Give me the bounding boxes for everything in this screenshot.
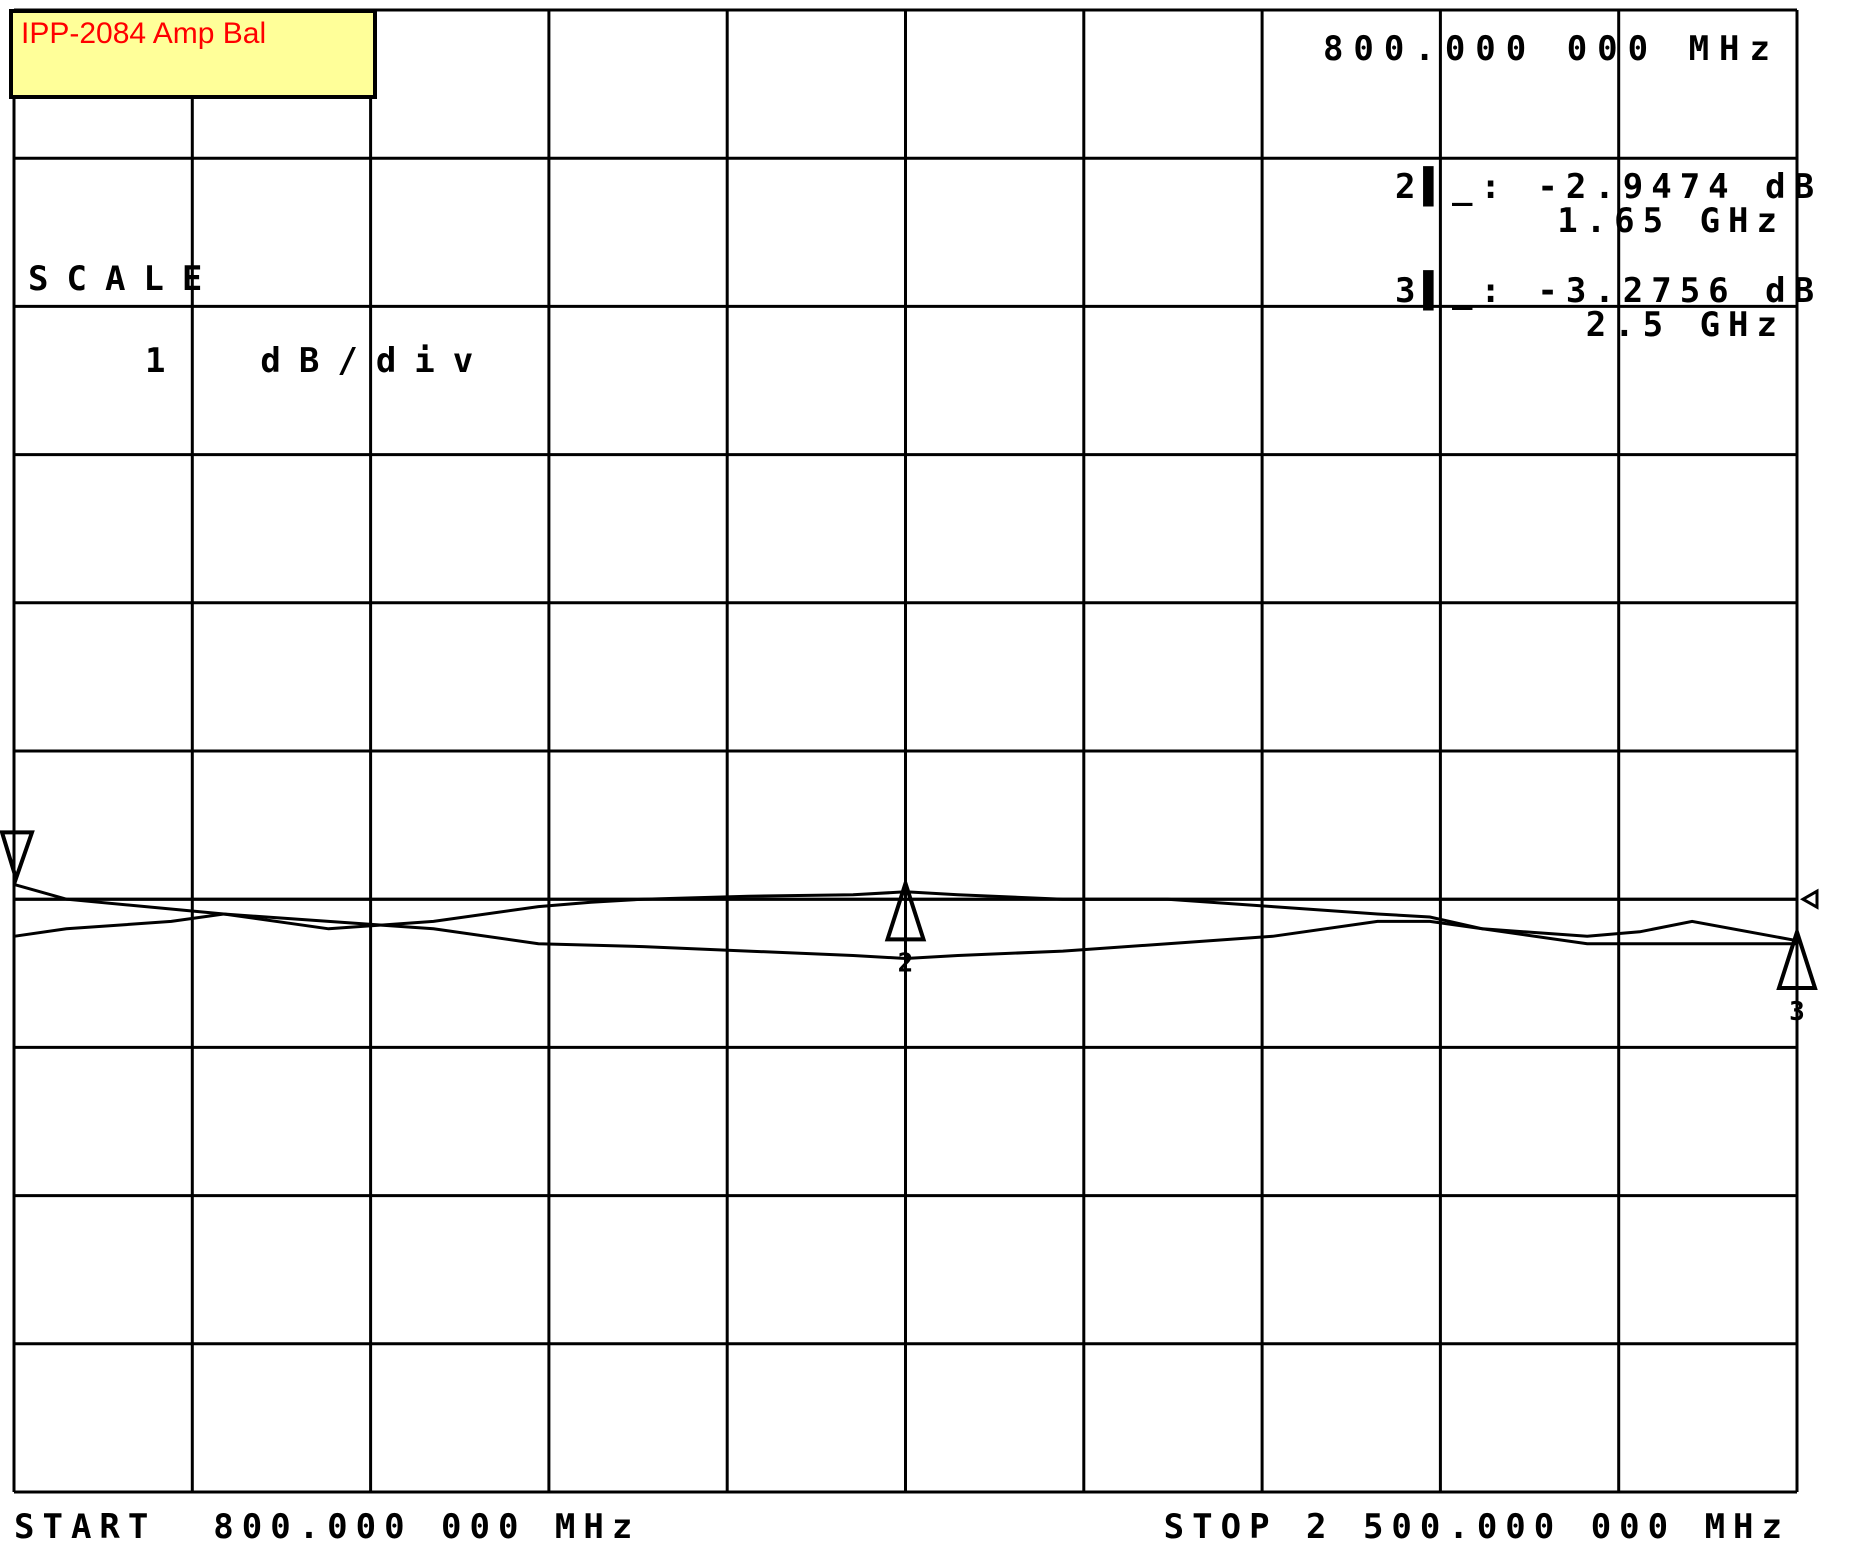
chart-title: IPP-2084 Amp Bal	[21, 17, 267, 50]
scale-value: 1 dB/div	[145, 341, 491, 381]
marker-3-number: 3	[1789, 997, 1805, 1027]
header-frequency: 800.000 000 MHz	[1323, 29, 1780, 69]
start-marker-triangle	[0, 830, 35, 885]
start-frequency-label: START 800.000 000 MHz	[14, 1507, 640, 1547]
marker-3-triangle	[1776, 925, 1818, 991]
trace-group	[13, 882, 1798, 961]
marker-3-readout: 3▌_: -3.2756 dB	[1395, 270, 1822, 311]
marker-2-readout: 2▌_: -2.9474 dB	[1395, 166, 1822, 207]
start-marker	[0, 830, 35, 885]
stop-frequency-label: STOP 2 500.000 000 MHz	[1164, 1507, 1790, 1547]
marker-2-triangle	[884, 876, 927, 942]
scale-label: SCALE	[28, 259, 220, 299]
marker-group: 23	[884, 876, 1818, 1027]
marker-3-frequency: 2.5 GHz	[1586, 305, 1785, 345]
title-box: IPP-2084 Amp Bal	[9, 9, 377, 99]
trace-line-2	[13, 912, 1797, 961]
reference-level-arrow	[1799, 888, 1819, 910]
marker-2-frequency: 1.65 GHz	[1557, 201, 1785, 241]
plot-grid	[12, 8, 1799, 1494]
marker-2-number: 2	[898, 948, 914, 978]
